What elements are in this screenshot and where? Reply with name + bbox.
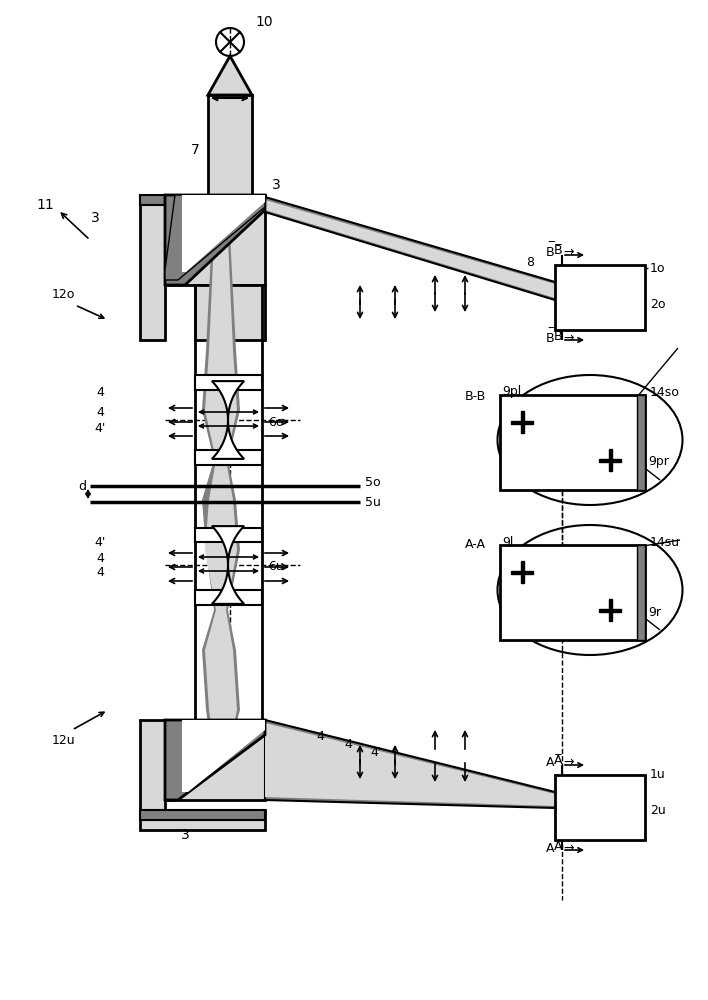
Polygon shape — [195, 590, 262, 605]
Text: A: A — [545, 842, 554, 854]
Bar — [555, 265, 645, 330]
Bar — [637, 395, 645, 490]
Text: 3: 3 — [272, 178, 281, 192]
Text: 9pr: 9pr — [648, 456, 669, 468]
Text: 9r: 9r — [648, 605, 661, 618]
Text: 2u: 2u — [650, 804, 666, 816]
Text: 1o: 1o — [650, 261, 666, 274]
Text: 14so: 14so — [650, 386, 680, 399]
Polygon shape — [140, 195, 265, 205]
Text: 4: 4 — [96, 552, 104, 564]
Text: 4: 4 — [344, 738, 352, 752]
Polygon shape — [195, 375, 262, 390]
Text: 12o: 12o — [52, 288, 75, 302]
Bar — [500, 395, 645, 490]
Text: →: → — [564, 332, 574, 344]
Bar — [609, 449, 612, 471]
Text: 9l: 9l — [502, 536, 513, 548]
Polygon shape — [182, 195, 265, 272]
Bar — [521, 561, 524, 583]
Text: 5o: 5o — [365, 477, 381, 489]
Text: 8: 8 — [526, 256, 534, 269]
Bar — [511, 571, 533, 574]
Polygon shape — [212, 526, 244, 604]
Polygon shape — [195, 450, 262, 465]
Polygon shape — [208, 95, 252, 195]
Bar — [521, 411, 524, 433]
Polygon shape — [212, 381, 244, 459]
Polygon shape — [165, 195, 265, 285]
Bar — [637, 545, 645, 640]
Text: A: A — [545, 756, 554, 768]
Text: →: → — [564, 245, 574, 258]
Text: 3: 3 — [91, 211, 99, 225]
Text: B: B — [545, 245, 554, 258]
Polygon shape — [140, 195, 165, 340]
Polygon shape — [182, 720, 265, 792]
Polygon shape — [165, 195, 265, 280]
Text: B̅: B̅ — [554, 330, 562, 342]
Polygon shape — [265, 200, 555, 298]
Text: 14su: 14su — [650, 536, 680, 548]
Text: A̅: A̅ — [554, 754, 562, 766]
Text: 4': 4' — [94, 536, 105, 550]
Text: 4: 4 — [316, 730, 324, 744]
Text: 12u: 12u — [52, 734, 76, 746]
Text: 4: 4 — [96, 386, 104, 399]
Polygon shape — [265, 720, 555, 808]
Text: 4': 4' — [370, 746, 382, 758]
Text: 2o: 2o — [650, 298, 666, 312]
Text: 10: 10 — [255, 15, 273, 29]
Text: 9pl: 9pl — [502, 385, 521, 398]
Text: 11: 11 — [36, 198, 54, 212]
Polygon shape — [265, 197, 555, 300]
Bar — [609, 599, 612, 621]
Bar — [599, 609, 621, 612]
Polygon shape — [208, 56, 252, 95]
Text: 3: 3 — [181, 828, 189, 842]
Polygon shape — [140, 810, 265, 820]
Polygon shape — [165, 195, 265, 285]
Text: 5u: 5u — [365, 496, 381, 510]
Bar — [500, 545, 645, 640]
Text: 6u: 6u — [268, 560, 284, 574]
Polygon shape — [205, 195, 237, 790]
Bar — [555, 775, 645, 840]
Text: B: B — [545, 332, 554, 344]
Polygon shape — [195, 285, 265, 340]
Text: A̅: A̅ — [554, 840, 562, 852]
Text: →: → — [564, 842, 574, 854]
Text: 7: 7 — [190, 143, 200, 157]
Text: 6o: 6o — [268, 416, 283, 428]
Text: 4: 4 — [96, 566, 104, 580]
Polygon shape — [265, 723, 555, 806]
Text: 4': 4' — [94, 422, 105, 434]
Text: 1u: 1u — [650, 768, 666, 782]
Polygon shape — [195, 528, 262, 542]
Text: →: → — [564, 756, 574, 768]
Text: d: d — [78, 480, 86, 492]
Polygon shape — [202, 195, 240, 790]
Bar — [599, 459, 621, 462]
Bar — [511, 421, 533, 424]
Text: 4: 4 — [96, 406, 104, 420]
Polygon shape — [140, 720, 265, 830]
Polygon shape — [165, 720, 265, 800]
Text: B̅: B̅ — [554, 243, 562, 256]
Text: A-A: A-A — [465, 538, 486, 552]
Text: B-B: B-B — [465, 389, 486, 402]
Polygon shape — [165, 720, 265, 800]
